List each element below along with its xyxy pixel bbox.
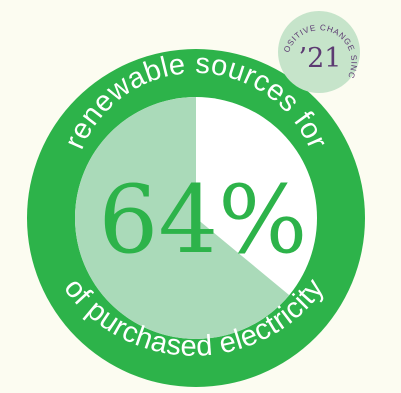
badge-year: ’21 — [299, 43, 342, 74]
pie-filled-slice — [74, 97, 290, 339]
badge-circle — [278, 11, 360, 93]
percent-label: 64% — [99, 166, 308, 275]
